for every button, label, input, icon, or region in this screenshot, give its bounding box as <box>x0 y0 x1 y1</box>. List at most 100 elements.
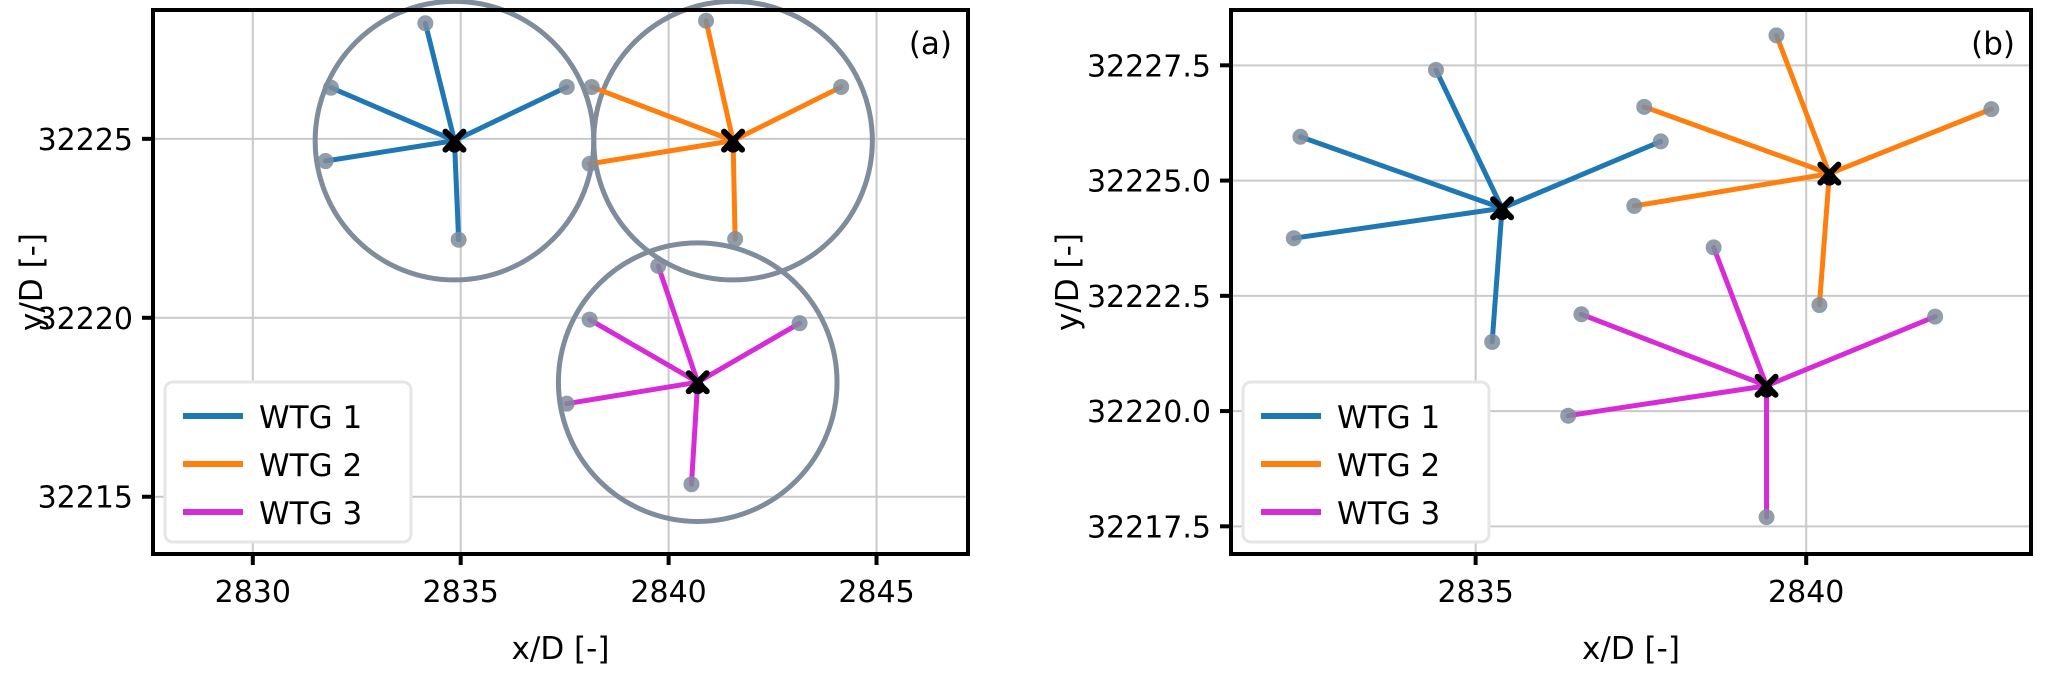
blade-line <box>1291 205 1505 241</box>
x-axis-title: x/D [-] <box>512 631 610 667</box>
x-tick-label: 2830 <box>215 575 291 610</box>
y-axis-ticks: 32217.5 32220.0 32222.5 32225.0 32227.5 <box>1087 49 1231 545</box>
blade-tip-marker <box>322 79 339 96</box>
blade-line <box>1489 205 1505 345</box>
blade-tip-marker <box>791 315 808 332</box>
blade-tip-marker <box>417 15 434 32</box>
hub-marker-cross <box>442 128 467 153</box>
blade-line <box>328 85 457 144</box>
blade-tip-marker <box>1484 333 1501 350</box>
x-tick-label: 2840 <box>1768 575 1844 610</box>
blade-tip-marker <box>1758 509 1775 526</box>
blade-tip-marker <box>683 476 700 493</box>
legend-box <box>1241 380 1491 544</box>
turbine-wtg-3 <box>558 257 808 493</box>
y-tick-label: 32217.5 <box>1087 510 1211 545</box>
blade-line <box>1641 104 1832 177</box>
blade-line <box>688 379 701 487</box>
blade-line <box>589 84 736 144</box>
blade-line <box>587 138 736 167</box>
axes-spines <box>1229 8 2033 556</box>
blade-line <box>1578 311 1770 389</box>
blade-tip-marker <box>1573 306 1590 323</box>
blade-tip-marker <box>1705 239 1722 256</box>
x-axis-ticks: 2835 2840 <box>1437 554 1844 610</box>
x-axis-ticks: 2830 2835 2840 2845 <box>215 554 915 610</box>
panel-a-plot: 2830 2835 2840 2845 32215 32220 32225 x/D [-] y/… <box>14 0 970 667</box>
panel-label: (a) <box>909 26 952 62</box>
blade-line <box>1297 134 1505 211</box>
blade-tip-marker <box>1636 98 1653 115</box>
blade-line <box>587 317 701 385</box>
y-axis-title: y/D [-] <box>1050 233 1086 331</box>
x-tick-label: 2845 <box>838 575 914 610</box>
turbine-wtg-2 <box>1626 27 2000 314</box>
blade-tip-marker <box>698 12 715 29</box>
blade-line <box>1433 67 1505 211</box>
legend[interactable]: WTG 1 WTG 2 WTG 3 <box>1241 380 1491 544</box>
blade-line <box>1631 171 1832 209</box>
blade-tip-marker <box>558 395 575 412</box>
panel-a: 2830 2835 2840 2845 32215 32220 32225 x/D [-] y/… <box>0 0 1020 697</box>
blade-tip-marker <box>317 153 334 170</box>
x-tick-label: 2840 <box>630 575 706 610</box>
blade-line <box>1773 32 1832 177</box>
y-tick-label: 32225.0 <box>1087 165 1211 200</box>
axes-frame <box>1229 8 2033 556</box>
legend-label: WTG 3 <box>1337 496 1440 532</box>
blade-tip-marker <box>1768 27 1785 44</box>
blade-line <box>1826 106 1994 177</box>
blade-tip-marker <box>727 231 744 248</box>
axes-frame <box>151 8 970 556</box>
y-axis-ticks: 32215 32220 32225 <box>38 123 153 516</box>
x-tick-label: 2835 <box>423 575 499 610</box>
blade-line <box>655 263 701 385</box>
rotor-swept-circle <box>555 240 840 525</box>
blade-tip-marker <box>1292 128 1309 145</box>
hub-marker-cross <box>1817 161 1842 186</box>
blade-tip-marker <box>583 78 600 95</box>
blade-tip-marker <box>1811 297 1828 314</box>
x-axis-title: x/D [-] <box>1582 631 1680 667</box>
blade-tip-marker <box>1427 61 1444 78</box>
hub-marker-cross <box>721 128 746 153</box>
panel-b-plot: 2835 2840 32217.5 32220.0 32222.5 32225.0 3222… <box>1050 8 2033 667</box>
legend-label: WTG 3 <box>259 496 362 532</box>
blade-tip-marker <box>581 311 598 328</box>
hub-marker-cross <box>1754 373 1779 398</box>
y-tick-label: 32222.5 <box>1087 280 1211 315</box>
blade-line <box>730 138 738 242</box>
turbine-wtg-1 <box>1285 61 1669 350</box>
blade-line <box>703 18 736 144</box>
blade-line <box>730 84 844 144</box>
blade-line <box>1565 383 1770 419</box>
rotor-swept-circle <box>591 0 875 283</box>
blade-line <box>451 138 462 243</box>
panel-b: 2835 2840 32217.5 32220.0 32222.5 32225.0 3222… <box>1020 0 2067 697</box>
panel-label: (b) <box>1971 26 2015 62</box>
turbine-wtg-1 <box>317 15 575 248</box>
blade-line <box>451 84 570 144</box>
axes-spines <box>151 8 970 556</box>
blade-tip-marker <box>1983 101 2000 118</box>
blade-tip-marker <box>581 155 598 172</box>
blade-line <box>422 20 457 144</box>
y-tick-label: 32220 <box>38 302 133 337</box>
blade-line <box>323 138 457 164</box>
hub-marker-cross <box>685 370 710 395</box>
blade-tip-marker <box>558 78 575 95</box>
y-tick-label: 32215 <box>38 481 133 516</box>
blade-line <box>564 379 701 407</box>
blade-tip-marker <box>1626 197 1643 214</box>
blade-tip-marker <box>833 78 850 95</box>
legend-label: WTG 2 <box>259 448 362 484</box>
blade-line <box>1711 244 1770 389</box>
legend[interactable]: WTG 1 WTG 2 WTG 3 <box>163 380 413 544</box>
y-tick-label: 32225 <box>38 123 133 158</box>
blade-tip-marker <box>450 231 467 248</box>
blade-line <box>1499 138 1664 211</box>
turbine-wtg-3 <box>1560 239 1944 526</box>
legend-label: WTG 1 <box>1337 400 1440 436</box>
turbine-wtg-2 <box>581 12 850 248</box>
